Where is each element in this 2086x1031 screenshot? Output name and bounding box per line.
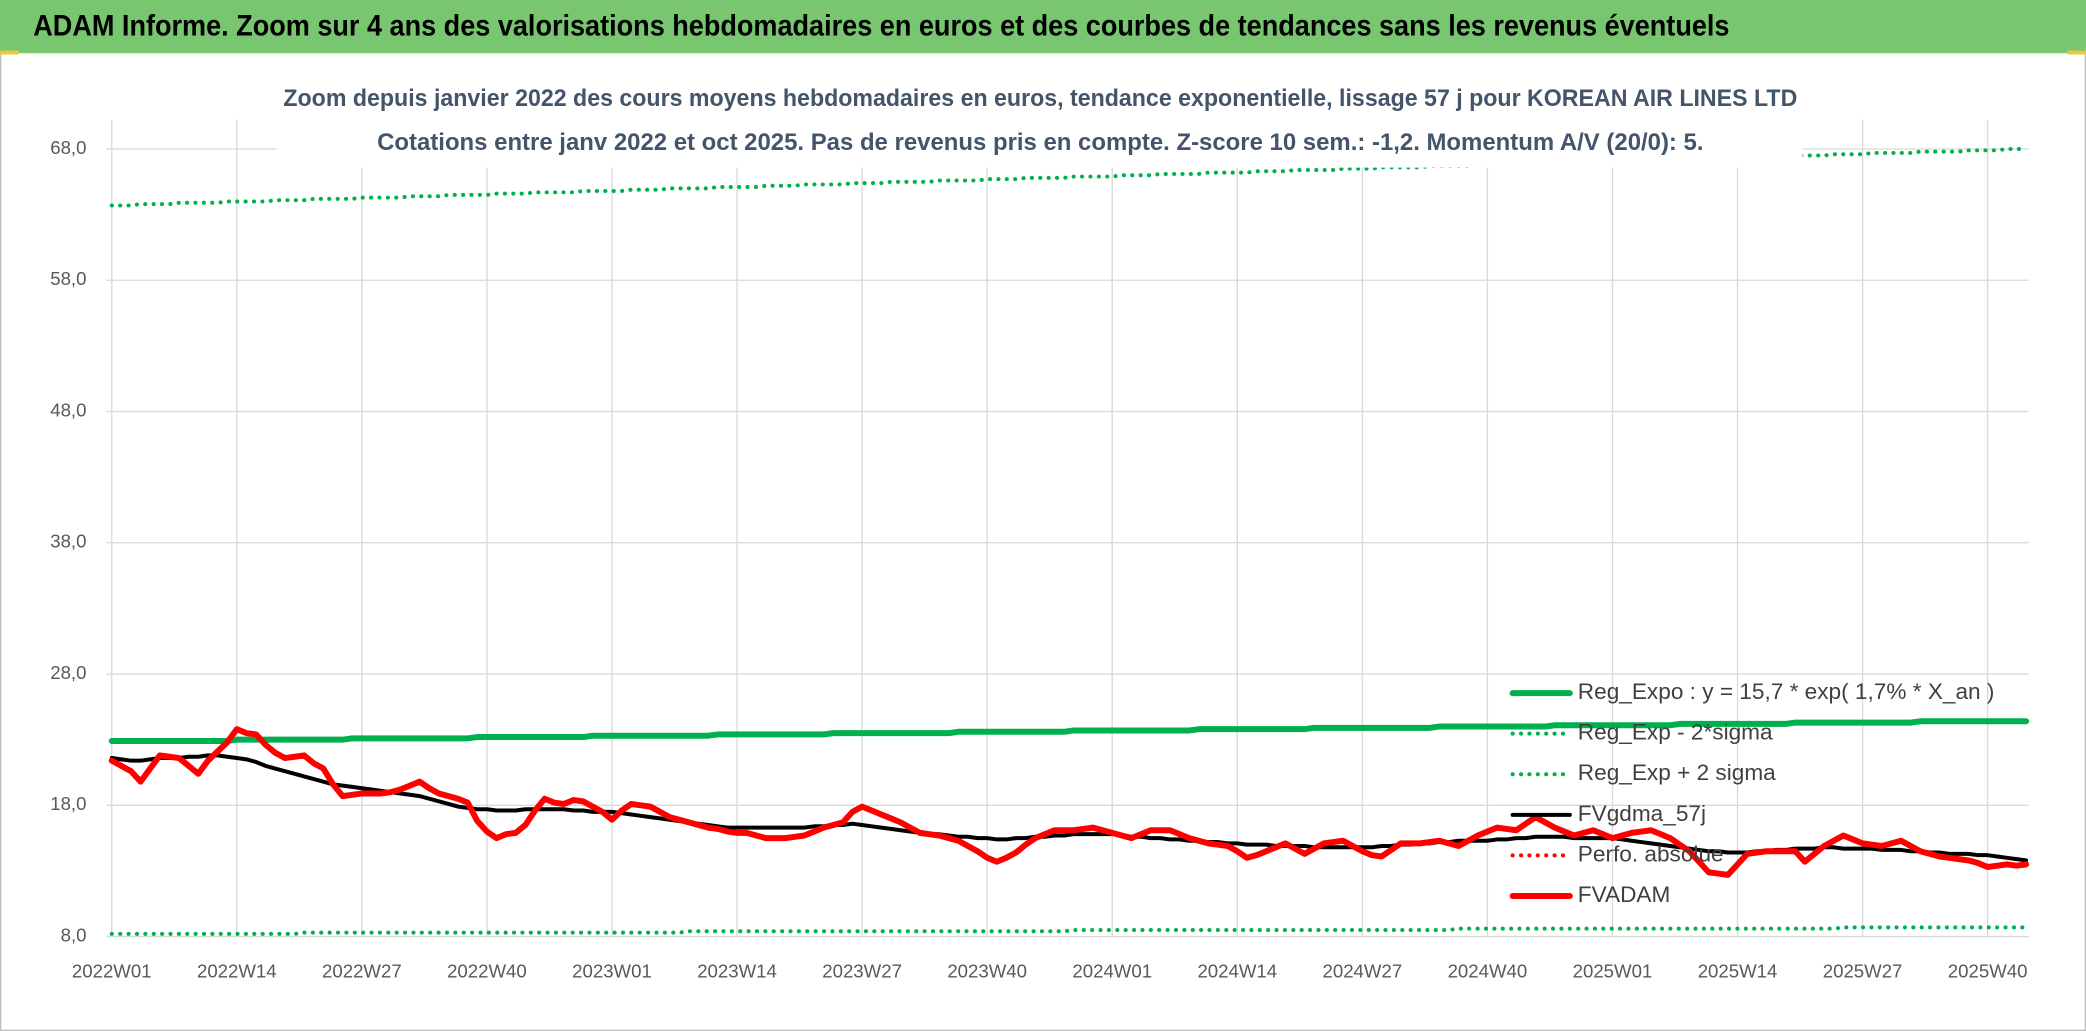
y-tick-label: 28,0 [50, 662, 86, 683]
x-tick-label: 2023W14 [697, 960, 777, 981]
x-tick-label: 2025W40 [1948, 960, 2028, 981]
legend: Reg_Expo : y = 15,7 * exp( 1,7% * X_an )… [1509, 679, 1995, 907]
y-tick-label: 48,0 [50, 399, 86, 420]
x-tick-label: 2024W14 [1197, 960, 1277, 981]
x-tick-label: 2025W27 [1823, 960, 1903, 981]
legend-label: FVADAM [1578, 882, 1671, 907]
x-tick-label: 2022W27 [322, 960, 402, 981]
page-title: ADAM Informe. Zoom sur 4 ans des valoris… [33, 11, 1729, 43]
series-line [109, 147, 2029, 208]
x-tick-label: 2025W01 [1573, 960, 1653, 981]
title-backdrop [276, 77, 1803, 168]
header-accent [0, 50, 19, 55]
legend-label: FVgdma_57j [1578, 801, 1706, 826]
chart-title: Zoom depuis janvier 2022 des cours moyen… [283, 85, 1797, 112]
x-tick-label: 2022W01 [72, 960, 152, 981]
x-tick-label: 2023W01 [572, 960, 652, 981]
legend-label: Reg_Expo : y = 15,7 * exp( 1,7% * X_an ) [1578, 679, 1995, 704]
x-tick-label: 2024W01 [1072, 960, 1152, 981]
series-line [109, 753, 2029, 863]
y-tick-label: 58,0 [50, 268, 86, 289]
y-tick-label: 38,0 [50, 531, 86, 552]
y-tick-label: 18,0 [50, 793, 86, 814]
x-tick-label: 2024W40 [1448, 960, 1528, 981]
x-tick-label: 2023W40 [947, 960, 1027, 981]
y-tick-label: 68,0 [50, 137, 86, 158]
x-tick-label: 2023W27 [822, 960, 902, 981]
y-tick-label: 8,0 [61, 924, 87, 945]
header-accent [2067, 50, 2086, 55]
series-line [109, 925, 2029, 936]
header-bar [0, 0, 2086, 54]
series-line [108, 726, 2030, 878]
plot-area: 8,0 18,0 28,0 38,0 48,0 58,0 68,0 2022W01 2022W1… [50, 119, 2030, 981]
legend-label: Perfo. absolue [1578, 841, 1724, 866]
x-tick-label: 2022W14 [197, 960, 277, 981]
x-tick-label: 2022W40 [447, 960, 527, 981]
series-line [108, 718, 2030, 744]
legend-label: Reg_Exp + 2 sigma [1578, 760, 1776, 785]
chart-subtitle: Cotations entre janv 2022 et oct 2025. P… [377, 129, 1703, 156]
legend-label: Reg_Exp - 2*sigma [1578, 720, 1773, 745]
x-tick-label: 2024W27 [1323, 960, 1403, 981]
x-tick-label: 2025W14 [1698, 960, 1778, 981]
